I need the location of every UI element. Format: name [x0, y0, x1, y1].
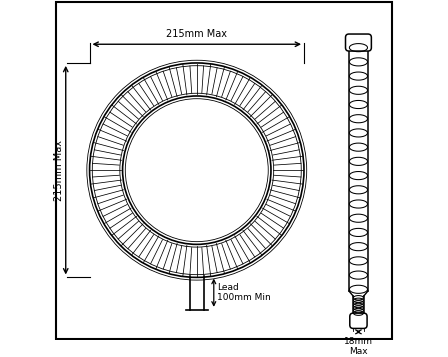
FancyBboxPatch shape: [345, 34, 371, 51]
Text: 18mm
Max: 18mm Max: [344, 337, 373, 356]
Circle shape: [123, 96, 271, 245]
Circle shape: [90, 63, 304, 277]
FancyBboxPatch shape: [350, 313, 367, 328]
Text: 215mm Max: 215mm Max: [166, 29, 227, 39]
Text: Lead
100mm Min: Lead 100mm Min: [217, 283, 271, 302]
Text: 186mm Min: 186mm Min: [168, 155, 229, 165]
Text: 215mm Max: 215mm Max: [54, 140, 64, 201]
